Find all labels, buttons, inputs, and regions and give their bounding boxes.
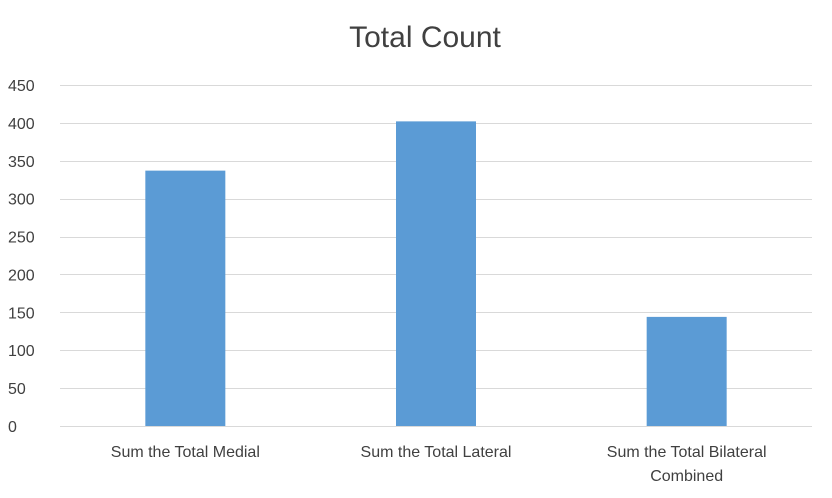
x-category-label-line: Sum the Total Bilateral (607, 444, 767, 461)
y-tick-label: 300 (8, 192, 35, 209)
y-tick-label: 250 (8, 230, 35, 247)
bar (396, 121, 476, 426)
x-category-label: Sum the Total Medial (111, 444, 260, 461)
bar (145, 170, 226, 426)
y-axis-tick-labels: 0 50 100 150 200 250 300 350 400 450 (8, 78, 35, 436)
x-category-label-line: Combined (650, 468, 723, 485)
y-tick-label: 50 (8, 381, 26, 398)
y-tick-label: 100 (8, 343, 35, 360)
x-category-label: Sum the Total Bilateral Combined (607, 444, 767, 485)
bar (646, 316, 727, 426)
x-category-label: Sum the Total Lateral (361, 444, 512, 461)
chart-title: Total Count (349, 21, 501, 54)
y-tick-label: 0 (8, 419, 17, 436)
y-tick-label: 150 (8, 305, 35, 322)
x-axis-category-labels: Sum the Total Medial Sum the Total Latera… (111, 444, 767, 485)
x-category-label-line: Sum the Total Medial (111, 444, 260, 461)
bars (145, 121, 727, 426)
y-tick-label: 400 (8, 116, 35, 133)
y-tick-label: 350 (8, 154, 35, 171)
y-tick-label: 200 (8, 267, 35, 284)
y-tick-label: 450 (8, 78, 35, 95)
x-category-label-line: Sum the Total Lateral (361, 444, 512, 461)
